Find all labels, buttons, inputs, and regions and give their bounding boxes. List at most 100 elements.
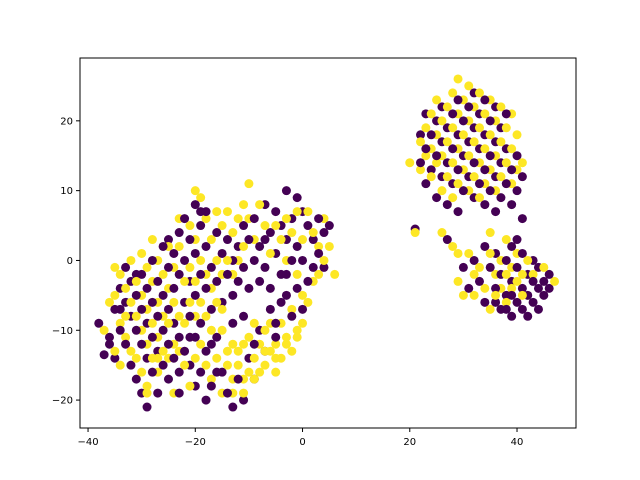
scatter-point-class-0	[292, 283, 302, 293]
scatter-point-class-1	[185, 221, 195, 231]
scatter-point-class-0	[158, 241, 168, 251]
scatter-point-class-0	[206, 381, 216, 391]
scatter-point-class-0	[158, 360, 168, 370]
scatter-point-class-0	[426, 130, 436, 140]
scatter-point-class-0	[206, 262, 216, 272]
scatter-point-class-1	[485, 248, 495, 258]
y-tick-label: 0	[67, 256, 73, 267]
scatter-point-class-1	[437, 228, 447, 238]
scatter-point-class-1	[147, 353, 157, 363]
scatter-point-class-1	[222, 360, 232, 370]
scatter-point-class-1	[142, 381, 152, 391]
scatter-point-class-1	[474, 262, 484, 272]
scatter-point-class-1	[190, 276, 200, 286]
scatter-point-class-0	[185, 311, 195, 321]
scatter-point-class-0	[169, 353, 179, 363]
scatter-point-class-0	[458, 186, 468, 196]
scatter-point-class-1	[303, 207, 313, 217]
scatter-point-class-1	[222, 255, 232, 265]
scatter-point-class-0	[308, 262, 318, 272]
scatter-point-class-0	[212, 228, 222, 238]
scatter-point-class-0	[131, 269, 141, 279]
scatter-point-class-1	[448, 123, 458, 133]
scatter-point-class-0	[147, 255, 157, 265]
scatter-point-class-1	[496, 137, 506, 147]
scatter-point-class-0	[512, 297, 522, 307]
scatter-point-class-0	[271, 207, 281, 217]
scatter-point-class-1	[480, 109, 490, 119]
scatter-point-class-0	[517, 214, 527, 224]
scatter-point-class-0	[539, 290, 549, 300]
plot-frame	[79, 57, 577, 429]
scatter-point-class-1	[464, 248, 474, 258]
y-tick-label: −20	[52, 396, 73, 407]
scatter-point-class-0	[281, 269, 291, 279]
scatter-point-class-0	[432, 193, 442, 203]
scatter-point-class-0	[260, 262, 270, 272]
scatter-point-class-1	[239, 388, 249, 398]
scatter-point-class-1	[298, 235, 308, 245]
scatter-point-class-0	[153, 311, 163, 321]
scatter-point-class-1	[158, 346, 168, 356]
scatter-point-class-0	[180, 346, 190, 356]
scatter-point-class-0	[228, 290, 238, 300]
scatter-point-class-1	[126, 346, 136, 356]
scatter-point-class-0	[324, 221, 334, 231]
scatter-point-class-0	[501, 179, 511, 189]
scatter-point-class-0	[303, 276, 313, 286]
scatter-point-class-0	[174, 367, 184, 377]
scatter-point-class-0	[163, 339, 173, 349]
scatter-point-class-1	[453, 179, 463, 189]
scatter-point-class-0	[485, 151, 495, 161]
scatter-point-class-1	[416, 165, 425, 175]
scatter-point-class-1	[464, 81, 474, 91]
scatter-point-class-0	[533, 304, 543, 314]
scatter-point-class-1	[287, 228, 297, 238]
scatter-point-class-0	[142, 283, 152, 293]
scatter-point-class-1	[244, 332, 254, 342]
scatter-point-class-1	[453, 248, 463, 258]
y-tick-label: 10	[60, 186, 73, 197]
scatter-point-class-1	[206, 235, 216, 245]
scatter-point-class-1	[255, 200, 265, 210]
scatter-point-class-1	[239, 339, 249, 349]
scatter-point-class-0	[174, 388, 184, 398]
scatter-point-class-1	[244, 179, 254, 189]
scatter-point-class-1	[416, 137, 425, 147]
scatter-point-class-0	[244, 283, 254, 293]
scatter-point-class-0	[126, 360, 136, 370]
scatter-point-class-1	[474, 193, 484, 203]
scatter-point-class-0	[512, 186, 522, 196]
scatter-point-class-1	[496, 172, 506, 182]
scatter-point-class-1	[196, 339, 206, 349]
scatter-point-class-1	[180, 318, 190, 328]
scatter-point-class-0	[99, 350, 109, 360]
scatter-point-class-1	[206, 374, 216, 384]
scatter-point-class-1	[137, 248, 147, 258]
scatter-point-class-1	[228, 228, 238, 238]
scatter-point-class-1	[276, 235, 286, 245]
scatter-point-class-0	[201, 241, 211, 251]
scatter-point-class-1	[298, 318, 308, 328]
scatter-point-class-1	[158, 269, 168, 279]
scatter-point-class-1	[448, 158, 458, 168]
scatter-point-class-1	[271, 221, 281, 231]
scatter-point-class-1	[410, 228, 420, 238]
scatter-point-class-0	[174, 269, 184, 279]
scatter-point-class-0	[206, 339, 216, 349]
scatter-point-class-0	[517, 304, 527, 314]
scatter-point-class-1	[469, 269, 479, 279]
scatter-point-class-1	[453, 276, 463, 286]
scatter-point-class-1	[501, 269, 511, 279]
scatter-point-class-0	[147, 297, 157, 307]
scatter-point-class-0	[185, 332, 195, 342]
scatter-point-class-0	[287, 311, 297, 321]
scatter-point-class-1	[190, 186, 200, 196]
scatter-point-class-0	[480, 297, 490, 307]
scatter-point-class-0	[287, 255, 297, 265]
scatter-point-class-1	[550, 276, 560, 286]
scatter-point-class-0	[153, 276, 163, 286]
scatter-point-class-1	[517, 269, 527, 279]
scatter-point-class-1	[260, 346, 270, 356]
scatter-point-class-1	[249, 318, 259, 328]
